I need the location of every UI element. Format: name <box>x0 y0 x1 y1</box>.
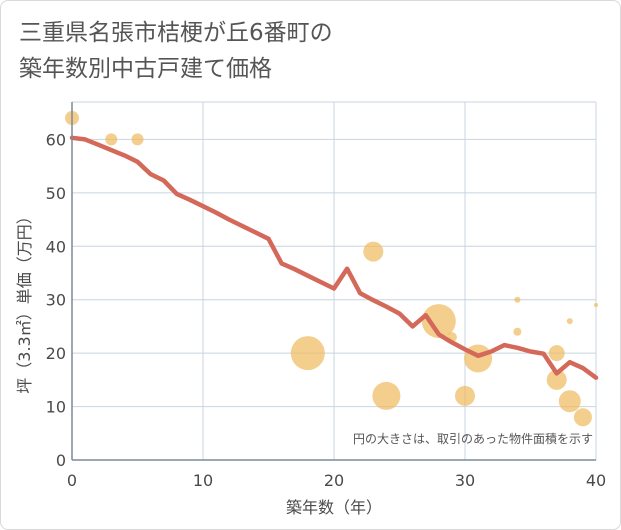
chart-title-line-1: 三重県名張市桔梗が丘6番町の <box>19 20 333 46</box>
y-tick-label: 40 <box>46 237 66 256</box>
bubble-point <box>421 304 456 339</box>
y-tick-label: 20 <box>46 344 66 363</box>
bubble-point <box>548 345 565 362</box>
bubble-series <box>65 111 598 427</box>
y-tick-label: 50 <box>46 184 66 203</box>
x-tick-label: 20 <box>324 471 344 490</box>
price-line <box>69 135 599 380</box>
bubble-point <box>513 327 522 336</box>
y-tick-label: 60 <box>46 130 66 149</box>
y-tick-label: 10 <box>46 398 66 417</box>
price-line-series <box>69 135 599 380</box>
bubble-point <box>573 408 592 427</box>
bubble-point <box>363 241 384 262</box>
bubble-point <box>105 133 118 146</box>
axes <box>71 102 596 461</box>
bubble-point <box>566 318 573 325</box>
bubble-point <box>558 390 581 413</box>
y-tick-label: 30 <box>46 291 66 310</box>
y-axis-label: 坪（3.3㎡）単価（万円） <box>15 208 34 393</box>
bubble-size-note: 円の大きさは、取引のあった物件面積を示す <box>353 431 593 446</box>
y-tick-label: 0 <box>56 451 66 470</box>
chart-title: 三重県名張市桔梗が丘6番町の 築年数別中古戸建て価格 <box>19 15 333 87</box>
grid-lines <box>72 101 597 460</box>
x-axis-label: 築年数（年） <box>286 498 382 517</box>
bubble-point <box>514 296 521 303</box>
bubble-point <box>546 369 567 390</box>
bubble-point <box>372 381 401 410</box>
x-tick-label: 30 <box>455 471 475 490</box>
bubble-point <box>131 133 144 146</box>
tick-labels: 0 10 20 30 40 50 60 0 10 20 30 40 <box>46 130 607 490</box>
bubble-point <box>455 385 475 406</box>
chart-title-line-2: 築年数別中古戸建て価格 <box>19 56 272 82</box>
bubble-point <box>594 303 598 308</box>
x-tick-label: 0 <box>67 471 77 490</box>
x-tick-label: 40 <box>586 471 606 490</box>
x-tick-label: 10 <box>193 471 213 490</box>
bubble-point <box>290 336 325 371</box>
